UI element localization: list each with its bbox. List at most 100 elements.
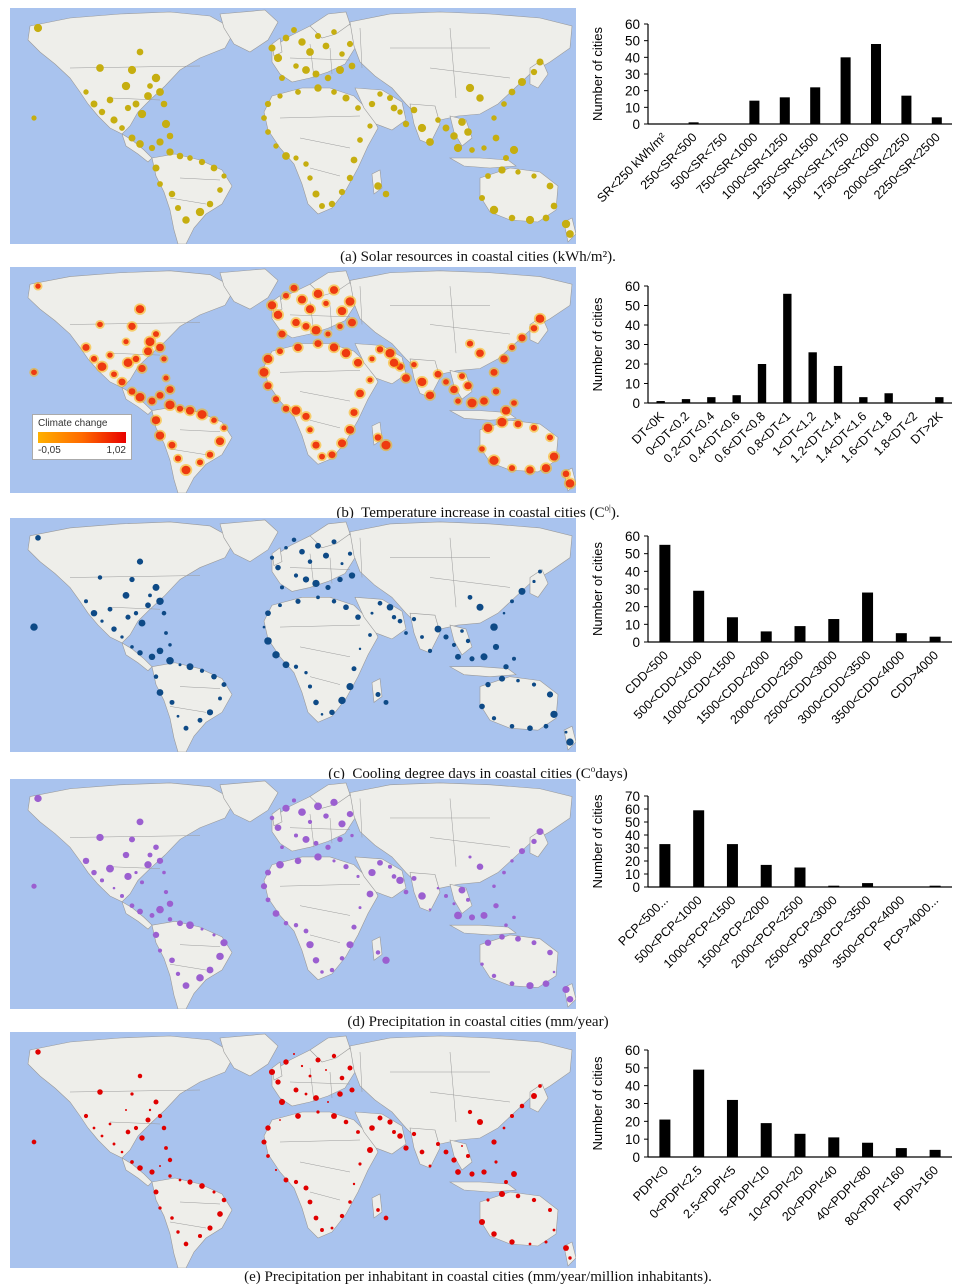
city-marker bbox=[148, 397, 156, 405]
city-marker bbox=[531, 682, 537, 687]
country-border bbox=[279, 624, 361, 628]
caption-a: (a) Solar resources in coastal cities (k… bbox=[340, 249, 616, 265]
bar bbox=[659, 1119, 671, 1157]
city-marker bbox=[563, 1245, 569, 1251]
country-border bbox=[109, 1121, 161, 1125]
city-marker bbox=[136, 140, 144, 148]
city-marker bbox=[307, 1199, 313, 1205]
city-marker bbox=[82, 857, 90, 865]
map-svg bbox=[10, 1032, 576, 1268]
landmass bbox=[219, 780, 279, 823]
city-marker bbox=[387, 864, 393, 869]
caption-d: (d) Precipitation in coastal cities (mm/… bbox=[347, 1014, 609, 1030]
city-marker bbox=[466, 340, 474, 347]
y-tick-label: 60 bbox=[625, 279, 640, 294]
city-marker bbox=[156, 391, 164, 399]
bar bbox=[760, 631, 772, 642]
city-marker bbox=[454, 911, 462, 920]
country-border bbox=[309, 167, 341, 177]
city-marker bbox=[370, 611, 374, 615]
city-marker bbox=[538, 569, 542, 574]
city-marker bbox=[452, 902, 456, 906]
city-marker bbox=[31, 883, 37, 889]
world-map-precipitation bbox=[10, 779, 576, 1009]
city-marker bbox=[187, 1179, 193, 1185]
city-marker bbox=[168, 441, 176, 449]
city-marker bbox=[144, 861, 152, 869]
country-border bbox=[169, 1221, 207, 1229]
landmass bbox=[354, 1111, 407, 1155]
city-marker bbox=[492, 134, 500, 142]
city-marker bbox=[510, 859, 514, 863]
city-marker bbox=[31, 1139, 37, 1145]
city-marker bbox=[319, 453, 325, 460]
city-marker bbox=[417, 123, 427, 133]
city-marker bbox=[479, 703, 485, 710]
city-marker bbox=[206, 709, 214, 716]
city-marker bbox=[314, 802, 322, 811]
bar bbox=[688, 122, 699, 124]
city-marker bbox=[465, 638, 471, 644]
city-marker bbox=[550, 710, 558, 718]
city-marker bbox=[328, 200, 336, 208]
bar-chart-precip-per-inhabitant: Number of cities 0 10 20 30 40 50 60 PDPI<0 0<PDP… bbox=[578, 1036, 956, 1268]
city-marker bbox=[302, 576, 310, 583]
city-marker bbox=[489, 456, 499, 465]
y-tick-label: 70 bbox=[625, 789, 640, 804]
city-marker bbox=[83, 89, 89, 95]
y-tick-label: 60 bbox=[625, 1043, 640, 1058]
city-marker bbox=[528, 1242, 532, 1246]
city-marker bbox=[498, 166, 506, 174]
landmass bbox=[27, 1035, 236, 1159]
city-marker bbox=[343, 604, 349, 611]
city-marker bbox=[396, 876, 404, 885]
city-marker bbox=[341, 349, 351, 358]
city-marker bbox=[509, 344, 515, 351]
city-marker bbox=[347, 318, 357, 327]
city-marker bbox=[469, 147, 475, 153]
city-marker bbox=[144, 92, 152, 100]
y-tick-label: 30 bbox=[625, 338, 640, 353]
landmass bbox=[121, 133, 153, 163]
city-marker bbox=[480, 653, 488, 661]
city-marker bbox=[526, 982, 534, 990]
city-marker bbox=[135, 305, 145, 314]
city-marker bbox=[315, 542, 321, 549]
city-marker bbox=[337, 323, 343, 330]
city-marker bbox=[264, 382, 272, 390]
city-marker bbox=[490, 368, 498, 376]
city-marker bbox=[476, 349, 484, 357]
bar bbox=[749, 100, 760, 124]
city-marker bbox=[549, 452, 559, 461]
chart-svg: Number of cities0102030405060DT<0K0<DT<0… bbox=[590, 279, 952, 466]
city-marker bbox=[283, 1059, 289, 1065]
map-svg bbox=[10, 779, 576, 1009]
city-marker bbox=[329, 286, 339, 294]
city-marker bbox=[467, 398, 477, 408]
city-marker bbox=[325, 1069, 327, 1071]
city-marker bbox=[478, 1218, 486, 1226]
y-tick-label: 20 bbox=[625, 1114, 640, 1129]
city-marker bbox=[469, 1171, 475, 1177]
landmass bbox=[263, 1111, 379, 1239]
city-marker bbox=[134, 870, 138, 875]
city-marker bbox=[511, 1171, 517, 1177]
city-marker bbox=[143, 347, 153, 356]
landmass bbox=[151, 920, 233, 1009]
landmass bbox=[151, 662, 233, 752]
city-marker bbox=[338, 188, 346, 196]
bar bbox=[862, 883, 874, 887]
y-tick-label: 30 bbox=[625, 1097, 640, 1112]
city-marker bbox=[465, 897, 471, 902]
city-marker bbox=[195, 207, 205, 217]
city-marker bbox=[343, 864, 349, 870]
city-marker bbox=[568, 1256, 572, 1260]
city-marker bbox=[295, 598, 301, 604]
bar-chart-precipitation: Number of cities 0 10 20 30 40 50 60 70 PCP<500..… bbox=[578, 782, 956, 1012]
city-marker bbox=[489, 205, 499, 215]
city-marker bbox=[217, 187, 223, 193]
country-border bbox=[179, 944, 221, 947]
bar bbox=[707, 397, 716, 403]
country-border bbox=[359, 798, 363, 838]
city-marker bbox=[325, 331, 331, 337]
